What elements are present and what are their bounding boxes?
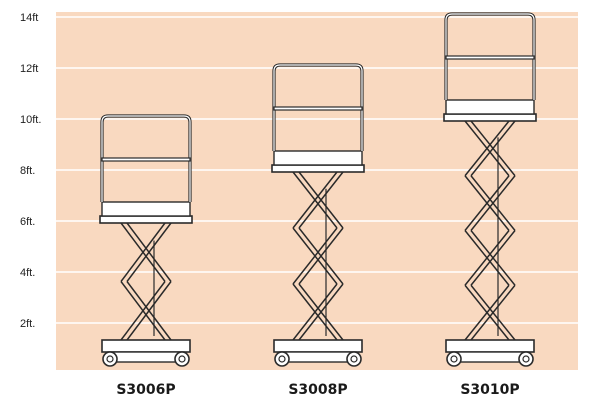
scissor-arm [120, 222, 166, 282]
toe-board [445, 99, 535, 115]
model-label-s3006p: S3006P [116, 382, 175, 398]
height-label-12ft: 12ft [20, 63, 38, 75]
scissor-arm [470, 120, 516, 177]
guard-rail-highlight [101, 115, 191, 202]
scissor-arm [464, 175, 510, 231]
rear-wheel [102, 351, 118, 367]
lift-chassis [107, 351, 185, 363]
scissor-arm [292, 283, 338, 341]
toe-board [101, 201, 191, 217]
height-label-14ft: 14ft [20, 12, 38, 24]
scissor-arm [464, 230, 510, 286]
scissor-arm [126, 281, 172, 341]
mid-rail [101, 157, 191, 162]
scissor-arm [470, 175, 516, 231]
wheel-hub [178, 355, 186, 363]
height-label-10ft: 10ft. [20, 114, 41, 126]
lift-base [101, 339, 191, 353]
wheel-hub [278, 355, 286, 363]
guard-rail-highlight [445, 13, 535, 100]
scissor-arm [464, 284, 510, 341]
toe-board [273, 150, 363, 166]
wheel-hub [450, 355, 458, 363]
height-label-8ft: 8ft. [20, 165, 35, 177]
lift-base [273, 339, 363, 353]
rear-wheel [446, 351, 462, 367]
height-axis-labels: 2ft. 4ft. 6ft. 8ft. 10ft. 12ft 14ft [20, 12, 41, 330]
scissor-arm [126, 222, 172, 282]
scissor-arms [292, 171, 344, 341]
model-label-s3008p: S3008P [288, 382, 347, 398]
scissor-lift-s3008p [271, 63, 365, 367]
model-labels: S3006P S3008P S3010P [116, 382, 519, 398]
scissor-lift-s3010p [443, 12, 537, 367]
scissor-arm [470, 284, 516, 341]
height-label-2ft: 2ft. [20, 318, 35, 330]
lift-chassis [451, 351, 529, 363]
front-wheel [174, 351, 190, 367]
scissor-arm [298, 171, 344, 229]
wheel-hub [106, 355, 114, 363]
height-label-6ft: 6ft. [20, 216, 35, 228]
scissor-arm [464, 120, 510, 177]
scissor-arm [298, 283, 344, 341]
front-wheel [518, 351, 534, 367]
scissor-lifts [99, 12, 537, 367]
scissor-lift-s3006p [99, 114, 193, 367]
front-wheel [346, 351, 362, 367]
scissor-arm [120, 281, 166, 341]
wheel-hub [350, 355, 358, 363]
wheel-hub [522, 355, 530, 363]
scissor-arm [292, 227, 338, 285]
rear-wheel [274, 351, 290, 367]
lift-chassis [279, 351, 357, 363]
platform-deck [99, 215, 193, 224]
lift-base [445, 339, 535, 353]
platform-deck [443, 113, 537, 122]
guard-rail-highlight [273, 64, 363, 151]
scissor-arms [120, 222, 172, 341]
scissor-arm [298, 227, 344, 285]
mid-rail [445, 55, 535, 60]
platform-deck [271, 164, 365, 173]
scissor-arms [464, 120, 516, 341]
scissor-arm [292, 171, 338, 229]
scissor-arm [470, 230, 516, 286]
height-label-4ft: 4ft. [20, 267, 35, 279]
model-label-s3010p: S3010P [460, 382, 519, 398]
mid-rail [273, 106, 363, 111]
